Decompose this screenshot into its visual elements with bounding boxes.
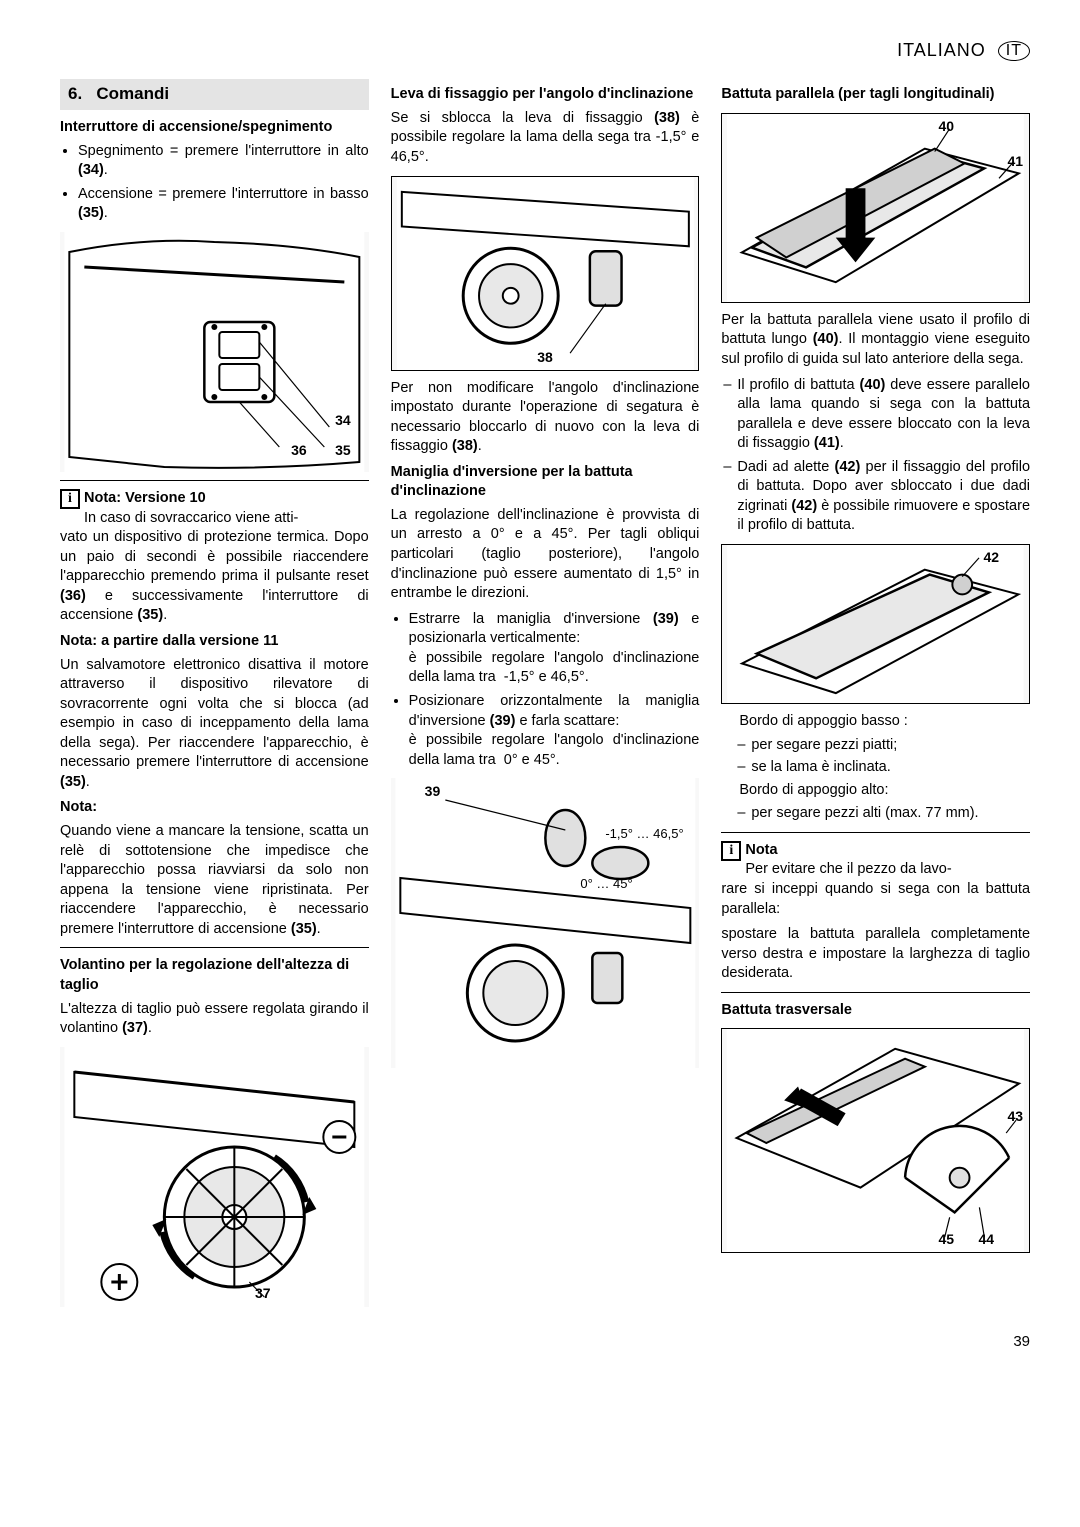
bullet-list: Estrarre la maniglia d'inversione (39) e… [391,610,700,771]
indent-line: Bordo di appoggio basso : [721,712,1030,732]
figure-label: 45 [938,1230,954,1249]
svg-text:0° … 45°: 0° … 45° [580,876,632,891]
info-icon: i [60,489,80,509]
paragraph: L'altezza di taglio può essere regolata … [60,1000,369,1039]
figure-label: 36 [291,441,307,460]
paragraph: Quando viene a mancare la tensione, scat… [60,822,369,939]
figure-reverse-handle: -1,5° … 46,5° 0° … 45° 39 [391,778,700,1068]
figure-parallel-fence-2: 42 [721,544,1030,704]
note-body-start: Per evitare che il pezzo da lavo- [745,861,951,877]
figure-handwheel: 37 [60,1047,369,1307]
section-heading: 6. Comandi [60,79,369,110]
column-1: 6. Comandi Interruttore di accensione/sp… [60,79,369,1314]
note-body-continue: vato un dispositivo di protezione termic… [60,528,369,626]
subheading-handwheel: Volantino per la regolazione dell'altezz… [60,956,369,995]
bullet-list: Spegnimento = premere l'interruttore in … [60,142,369,224]
note-body-start: In caso di sovraccarico viene atti- [84,510,298,526]
paragraph: Per non modificare l'angolo d'inclinazio… [391,379,700,457]
indent-line: Bordo di appoggio alto: [721,781,1030,801]
column-2: Leva di fissaggio per l'angolo d'inclina… [391,79,700,1314]
paragraph: Se si sblocca la leva di fissaggio (38) … [391,109,700,168]
sub-dash-list: per segare pezzi piatti; se la lama è in… [721,736,1030,778]
figure-cross-fence: 43 45 44 [721,1028,1030,1253]
bullet-item: Accensione = premere l'interruttore in b… [78,185,369,224]
dash-item: Dadi ad alette (42) per il fissaggio del… [737,458,1030,536]
separator [721,992,1030,993]
subheading-nota: Nota: [60,798,369,818]
figure-switch: 34 36 35 [60,232,369,472]
figure-parallel-fence-1: 40 41 [721,113,1030,303]
section-number: 6. [68,84,82,103]
bullet-item: Posizionare orizzontalmente la maniglia … [409,692,700,770]
info-icon: i [721,841,741,861]
paragraph: La regolazione dell'inclinazione è provv… [391,506,700,604]
subheading-crossfence: Battuta trasversale [721,1001,1030,1021]
dash-item: Il profilo di battuta (40) deve essere p… [737,376,1030,454]
figure-locklever: 38 [391,176,700,371]
sub-dash-item: se la lama è inclinata. [751,758,1030,778]
separator [60,947,369,948]
sub-dash-item: per segare pezzi alti (max. 77 mm). [751,804,1030,824]
note-block: i Nota: Versione 10 In caso di sovraccar… [60,489,369,528]
figure-label: 43 [1007,1107,1023,1126]
bullet-item: Estrarre la maniglia d'inversione (39) e… [409,610,700,688]
subheading-version11: Nota: a partire dalla versione 11 [60,632,369,652]
figure-label: 37 [255,1284,271,1303]
figure-label: 44 [978,1230,994,1249]
figure-label: 34 [335,411,351,430]
figure-label: 39 [425,782,441,801]
figure-label: 41 [1007,152,1023,171]
figure-label: 40 [938,117,954,136]
subheading-locklever: Leva di fissaggio per l'angolo d'inclina… [391,85,700,105]
subheading-reverse-handle: Maniglia d'inversione per la battuta d'i… [391,463,700,502]
subheading-power-switch: Interruttore di accensione/spegnimento [60,118,369,138]
paragraph: Un salvamotore elettronico disattiva il … [60,656,369,793]
page-number: 39 [60,1333,1030,1350]
bullet-item: Spegnimento = premere l'interruttore in … [78,142,369,181]
language-code-badge: IT [998,41,1030,61]
figure-label: 38 [537,348,553,367]
paragraph: Per la battuta parallela viene usato il … [721,311,1030,370]
figure-label: 35 [335,441,351,460]
sub-dash-item: per segare pezzi piatti; [751,736,1030,756]
page-header: ITALIANO IT [60,40,1030,61]
language-label: ITALIANO [897,40,986,60]
column-3: Battuta parallela (per tagli longitudina… [721,79,1030,1314]
note-body-continue: rare si inceppi quando si sega con la ba… [721,880,1030,919]
figure-label: 42 [983,548,999,567]
note-block: i Nota Per evitare che il pezzo da lavo- [721,841,1030,880]
dash-list: Il profilo di battuta (40) deve essere p… [721,376,1030,537]
note-title: Nota [745,842,777,858]
subheading-parallel-fence: Battuta parallela (per tagli longitudina… [721,85,1030,105]
section-title: Comandi [96,84,169,103]
paragraph: spostare la battuta parallela completame… [721,925,1030,984]
note-title: Nota: Versione 10 [84,490,206,506]
svg-text:-1,5° … 46,5°: -1,5° … 46,5° [605,826,683,841]
sub-dash-list: per segare pezzi alti (max. 77 mm). [721,804,1030,824]
columns-container: 6. Comandi Interruttore di accensione/sp… [60,79,1030,1314]
separator [721,832,1030,833]
separator [60,480,369,481]
